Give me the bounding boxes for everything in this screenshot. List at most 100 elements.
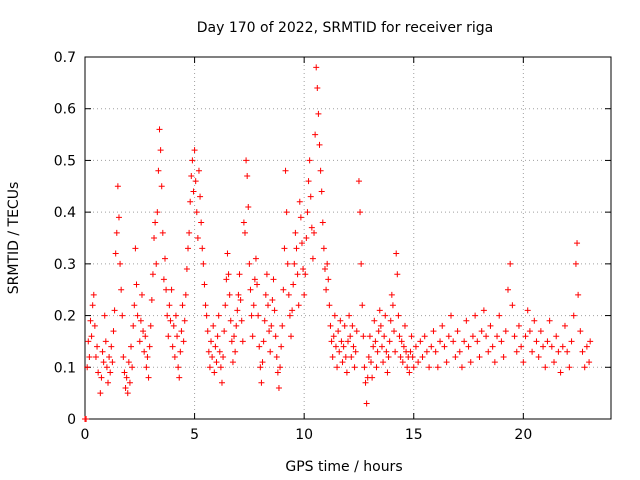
y-tick-label: 0.3	[54, 257, 76, 273]
data-point	[443, 359, 450, 366]
data-point	[360, 333, 367, 340]
data-point	[376, 307, 383, 314]
data-point	[351, 364, 358, 371]
data-point	[213, 359, 220, 366]
data-point	[359, 302, 366, 309]
data-point	[183, 266, 190, 273]
data-point	[370, 343, 377, 350]
data-point	[307, 193, 314, 200]
data-point	[221, 328, 228, 335]
data-point	[331, 312, 338, 319]
data-point	[511, 333, 518, 340]
data-point	[358, 260, 365, 267]
data-point	[312, 131, 319, 138]
data-point	[245, 203, 252, 210]
data-point	[261, 317, 268, 324]
data-point	[229, 359, 236, 366]
data-point	[214, 333, 221, 340]
data-point	[461, 338, 468, 345]
data-point	[190, 188, 197, 195]
data-point	[154, 209, 161, 216]
data-points	[82, 64, 594, 422]
data-point	[417, 338, 424, 345]
data-point	[371, 317, 378, 324]
data-point	[398, 338, 405, 345]
data-point	[258, 379, 265, 386]
data-point	[504, 286, 511, 293]
data-point	[137, 317, 144, 324]
data-point	[176, 374, 183, 381]
data-point	[332, 343, 339, 350]
data-point	[163, 286, 170, 293]
data-point	[577, 328, 584, 335]
y-tick-label: 0.1	[54, 360, 76, 376]
data-point	[254, 281, 261, 288]
data-point	[564, 348, 571, 355]
data-point	[209, 353, 216, 360]
data-point	[335, 328, 342, 335]
y-tick-label: 0.4	[54, 205, 76, 221]
chart-title: Day 170 of 2022, SRMTID for receiver rig…	[197, 20, 494, 36]
data-point	[145, 374, 152, 381]
data-point	[187, 198, 194, 205]
data-point	[337, 317, 344, 324]
data-point	[158, 183, 165, 190]
data-point	[323, 286, 330, 293]
data-point	[259, 359, 266, 366]
data-point	[274, 369, 281, 376]
data-point	[342, 353, 349, 360]
data-point	[134, 312, 141, 319]
data-point	[272, 333, 279, 340]
data-point	[463, 317, 470, 324]
data-point	[441, 343, 448, 350]
data-point	[153, 260, 160, 267]
data-point	[467, 359, 474, 366]
data-point	[122, 384, 129, 391]
data-point	[363, 400, 370, 407]
data-point	[243, 157, 250, 164]
data-point	[105, 379, 112, 386]
data-point	[339, 359, 346, 366]
data-point	[533, 338, 540, 345]
data-point	[498, 338, 505, 345]
data-point	[308, 224, 315, 231]
data-point	[94, 343, 101, 350]
data-point	[100, 359, 107, 366]
data-point	[257, 364, 264, 371]
data-point	[88, 333, 95, 340]
data-point	[434, 364, 441, 371]
data-point	[546, 317, 553, 324]
data-point	[109, 359, 116, 366]
data-point	[311, 229, 318, 236]
data-point	[110, 328, 117, 335]
data-point	[197, 193, 204, 200]
data-point	[500, 353, 507, 360]
data-point	[117, 260, 124, 267]
data-point	[263, 271, 270, 278]
data-point	[215, 312, 222, 319]
data-point	[227, 317, 234, 324]
data-point	[395, 312, 402, 319]
data-point	[235, 291, 242, 298]
data-point	[387, 317, 394, 324]
data-point	[409, 353, 416, 360]
data-point	[128, 343, 135, 350]
data-point	[164, 312, 171, 319]
data-point	[90, 291, 97, 298]
data-point	[378, 343, 385, 350]
data-point	[404, 364, 411, 371]
y-tick-label: 0.5	[54, 153, 76, 169]
data-point	[114, 183, 121, 190]
data-point	[415, 359, 422, 366]
data-point	[111, 307, 118, 314]
data-point	[140, 328, 147, 335]
x-tick-label: 20	[514, 427, 532, 443]
data-point	[537, 328, 544, 335]
data-point	[204, 328, 211, 335]
data-point	[574, 240, 581, 247]
data-point	[352, 348, 359, 355]
data-point	[168, 286, 175, 293]
data-point	[282, 167, 289, 174]
data-point	[328, 338, 335, 345]
data-point	[489, 343, 496, 350]
